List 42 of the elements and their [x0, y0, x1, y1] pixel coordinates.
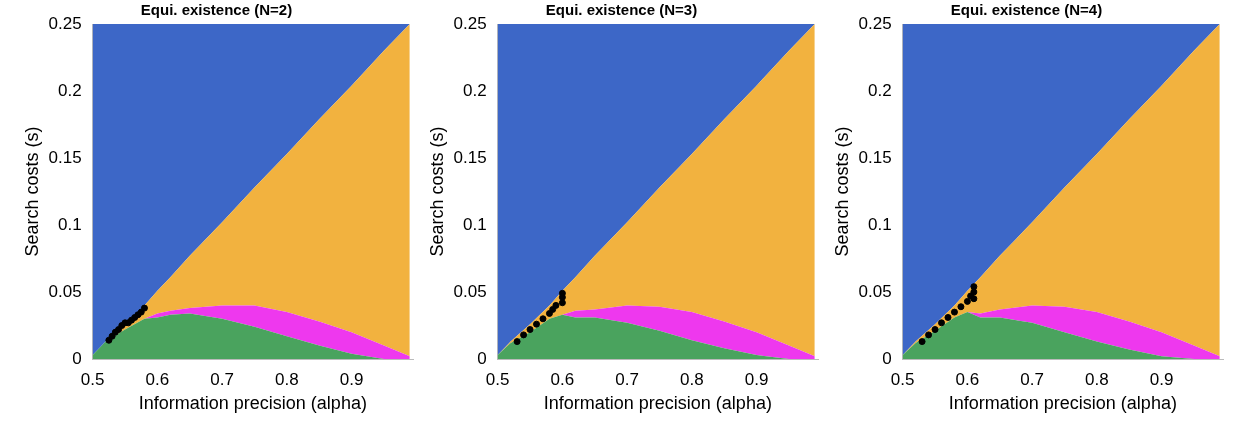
y-tick-label: 0.15 — [48, 147, 82, 167]
y-tick-label: 0.25 — [453, 13, 487, 33]
y-tick-label: 0.15 — [453, 147, 487, 167]
y-tick-label: 0.1 — [868, 214, 892, 234]
y-tick-label: 0.05 — [858, 281, 892, 301]
chart-title: Equi. existence (N=3) — [545, 1, 698, 19]
y-tick-label: 0.2 — [868, 80, 892, 100]
chart-title: Equi. existence (N=2) — [140, 1, 293, 19]
y-axis-title: Search costs (s) — [831, 126, 852, 257]
x-tick-label: 0.7 — [210, 369, 234, 389]
x-tick-label: 0.8 — [1085, 369, 1109, 389]
x-tick-label: 0.9 — [744, 369, 769, 389]
y-tick-label: 0.25 — [48, 13, 82, 33]
y-tick-label: 0 — [882, 348, 892, 368]
y-tick-label: 0.1 — [463, 214, 487, 234]
x-axis-title: Information precision (alpha) — [138, 393, 367, 414]
x-tick-label: 0.5 — [485, 369, 510, 389]
x-tick-label: 0.6 — [145, 369, 170, 389]
y-tick-label: 0.25 — [858, 13, 892, 33]
y-tick-label: 0.2 — [58, 80, 82, 100]
x-axis-title: Information precision (alpha) — [948, 393, 1177, 414]
y-axis-title: Search costs (s) — [21, 126, 42, 257]
x-tick-label: 0.5 — [80, 369, 105, 389]
x-tick-label: 0.6 — [550, 369, 575, 389]
y-tick-label: 0.15 — [858, 147, 892, 167]
x-tick-label: 0.8 — [680, 369, 704, 389]
x-tick-label: 0.7 — [615, 369, 639, 389]
y-tick-label: 0.1 — [58, 214, 82, 234]
x-tick-label: 0.7 — [1020, 369, 1044, 389]
x-tick-label: 0.8 — [275, 369, 299, 389]
y-tick-label: 0.2 — [463, 80, 487, 100]
y-tick-label: 0.05 — [48, 281, 82, 301]
chart-title: Equi. existence (N=4) — [950, 1, 1103, 19]
y-axis-title: Search costs (s) — [426, 126, 447, 257]
y-tick-label: 0 — [477, 348, 487, 368]
x-axis-title: Information precision (alpha) — [543, 393, 772, 414]
y-tick-label: 0 — [72, 348, 82, 368]
y-tick-label: 0.05 — [453, 281, 487, 301]
x-tick-label: 0.6 — [955, 369, 980, 389]
x-tick-label: 0.9 — [1149, 369, 1174, 389]
x-tick-label: 0.5 — [890, 369, 915, 389]
x-tick-label: 0.9 — [339, 369, 364, 389]
